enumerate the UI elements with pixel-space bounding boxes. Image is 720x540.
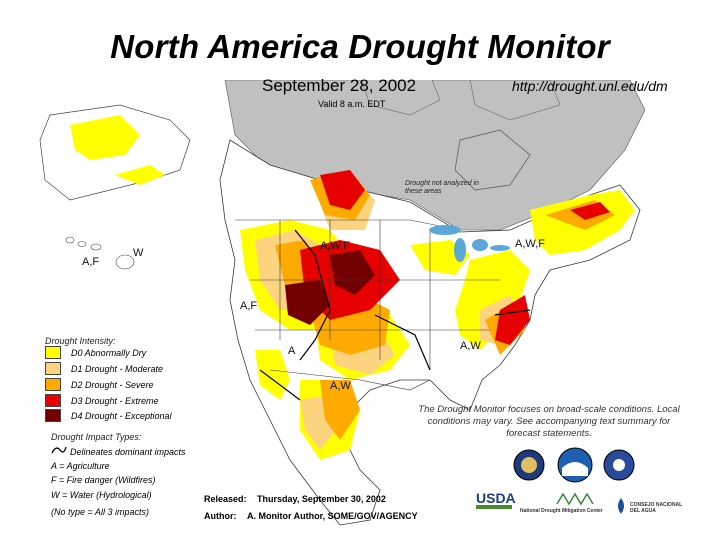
- usda-logo: USDA: [476, 490, 516, 506]
- alaska-d0: [70, 115, 140, 160]
- noaa-seal-icon: [557, 447, 593, 483]
- legend-label-d1: D1 Drought - Moderate: [71, 363, 164, 374]
- monitor-note: The Drought Monitor focuses on broad-sca…: [418, 404, 680, 439]
- hawaii-islands: [65, 236, 135, 270]
- legend-label-d2: D2 Drought - Severe: [71, 379, 154, 390]
- great-lakes: [429, 225, 510, 262]
- arctic-island: [469, 80, 561, 121]
- cna-logo-icon: [618, 498, 624, 514]
- legend-swatch-d1: [45, 362, 61, 375]
- delineation-line-icon: [51, 446, 67, 454]
- impact-label-aw-southeast: A,W: [460, 340, 481, 352]
- legend-item-d1: D1 Drought - Moderate: [45, 362, 163, 375]
- ndmc-logo-text: National Drought Mitigation Center: [520, 508, 603, 514]
- hudson-bay: [454, 129, 531, 191]
- impact-label-af-west: A,F: [240, 300, 258, 312]
- footer-released: Released: Thursday, September 30, 2002: [204, 494, 386, 504]
- political-borders: [235, 219, 500, 391]
- legend-impact-none: (No type = All 3 impacts): [51, 507, 149, 517]
- map-valid-time: Valid 8 a.m. EDT: [318, 99, 386, 109]
- impact-label-a-southwest: A: [288, 345, 296, 357]
- agency-seal-icon: [603, 449, 635, 481]
- author-value: A. Monitor Author, SOME/GOV/AGENCY: [247, 511, 418, 521]
- map-url[interactable]: http://drought.unl.edu/dm: [512, 78, 668, 94]
- legend-impact-delineates: Delineates dominant impacts: [70, 447, 186, 457]
- legend-swatch-d2: [45, 378, 61, 391]
- legend-item-d3: D3 Drought - Extreme: [45, 394, 159, 407]
- author-label: Author:: [204, 511, 237, 521]
- arctic-island: [361, 80, 441, 116]
- legend-label-d0: D0 Abnormally Dry: [71, 347, 147, 358]
- legend-label-d4: D4 Drought - Exceptional: [71, 410, 172, 421]
- cna-logo-text: CONSEJO NACIONAL DEL AGUA: [630, 502, 682, 514]
- impact-delineations: [259, 229, 531, 401]
- legend-impact-w: W = Water (Hydrological): [51, 490, 152, 500]
- map-date: September 28, 2002: [262, 76, 417, 95]
- legend-impact-title: Drought Impact Types:: [51, 432, 142, 442]
- released-value: Thursday, September 30, 2002: [257, 494, 386, 504]
- footer-author: Author: A. Monitor Author, SOME/GOV/AGEN…: [204, 511, 418, 521]
- unanalyzed-annotation: Drought not analyzed in these areas: [405, 180, 479, 195]
- drought-map: [39, 80, 646, 526]
- cna-logo-line1: CONSEJO NACIONAL: [630, 502, 683, 508]
- alaska-d0: [115, 165, 165, 185]
- impact-label-awf-northeast: A,W,F: [515, 238, 545, 250]
- doc-seal-icon: [513, 449, 545, 481]
- impact-label-w-hawaii: W: [133, 247, 144, 259]
- legend-swatch-d3: [45, 394, 61, 407]
- ndmc-logo-icon: [556, 492, 594, 506]
- impact-label-awf-plains: A,W,F: [320, 240, 350, 252]
- legend-item-d0: D0 Abnormally Dry: [45, 346, 146, 359]
- cna-logo-line2: DEL AGUA: [630, 508, 656, 514]
- legend-item-d4: D4 Drought - Exceptional: [45, 409, 172, 422]
- legend-impact-a: A = Agriculture: [51, 461, 110, 471]
- legend-swatch-d0: [45, 346, 61, 359]
- legend-intensity-title: Drought Intensity:: [45, 336, 116, 346]
- impact-label-af-hawaii: A,F: [82, 256, 100, 268]
- legend-impact-f: F = Fire danger (Wildfires): [51, 475, 156, 485]
- usda-logo-bar: [476, 505, 512, 509]
- impact-label-aw-mexico: A,W: [330, 380, 351, 392]
- d4-areas: [285, 250, 375, 325]
- map-title: North America Drought Monitor: [110, 28, 610, 65]
- released-label: Released:: [204, 494, 247, 504]
- legend-swatch-d4: [45, 409, 61, 422]
- legend-label-d3: D3 Drought - Extreme: [71, 395, 159, 406]
- legend-item-d2: D2 Drought - Severe: [45, 378, 154, 391]
